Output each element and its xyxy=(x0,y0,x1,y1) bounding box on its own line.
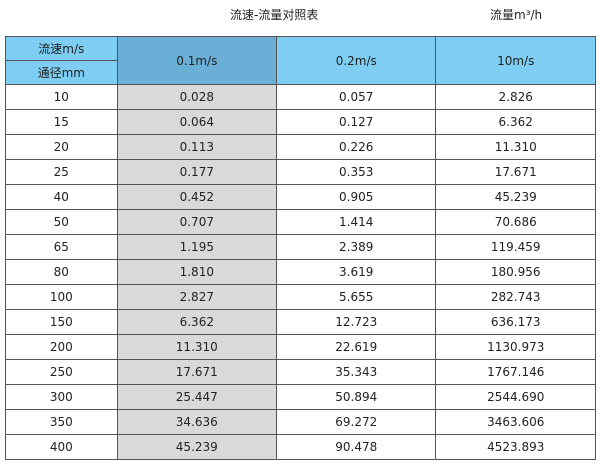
flow-cell: 17.671 xyxy=(435,159,596,185)
flow-cell: 11.310 xyxy=(116,334,278,360)
diameter-cell: 20 xyxy=(5,134,118,160)
flow-cell: 90.478 xyxy=(276,434,437,460)
diameter-cell: 200 xyxy=(5,334,118,360)
diameter-header: 通径mm xyxy=(5,60,118,85)
flow-cell: 11.310 xyxy=(435,134,596,160)
flow-cell: 17.671 xyxy=(116,359,278,385)
flow-cell: 1767.146 xyxy=(435,359,596,385)
flow-cell: 282.743 xyxy=(435,284,596,310)
column-header: 0.2m/s xyxy=(276,36,437,85)
column-header: 0.1m/s xyxy=(116,36,278,85)
table-row: 300 25.447 50.894 2544.690 xyxy=(5,384,596,410)
diameter-cell: 25 xyxy=(5,159,118,185)
flow-cell: 4523.893 xyxy=(435,434,596,460)
table-row: 100 2.827 5.655 282.743 xyxy=(5,284,596,310)
table-row: 400 45.239 90.478 4523.893 xyxy=(5,434,596,460)
flow-cell: 180.956 xyxy=(435,259,596,285)
table-row: 150 6.362 12.723 636.173 xyxy=(5,309,596,335)
flow-cell: 119.459 xyxy=(435,234,596,260)
flow-cell: 22.619 xyxy=(276,334,437,360)
flow-cell: 3.619 xyxy=(276,259,437,285)
column-header: 10m/s xyxy=(435,36,596,85)
flow-cell: 0.707 xyxy=(116,209,278,235)
table-row: 50 0.707 1.414 70.686 xyxy=(5,209,596,235)
diameter-cell: 100 xyxy=(5,284,118,310)
flow-cell: 12.723 xyxy=(276,309,437,335)
table-title: 流速-流量对照表 xyxy=(230,8,319,22)
flow-cell: 0.177 xyxy=(116,159,278,185)
flow-cell: 25.447 xyxy=(116,384,278,410)
flow-cell: 2544.690 xyxy=(435,384,596,410)
flow-cell: 1130.973 xyxy=(435,334,596,360)
table-row: 250 17.671 35.343 1767.146 xyxy=(5,359,596,385)
flow-cell: 5.655 xyxy=(276,284,437,310)
table-row: 65 1.195 2.389 119.459 xyxy=(5,234,596,260)
flow-cell: 1.414 xyxy=(276,209,437,235)
diameter-cell: 80 xyxy=(5,259,118,285)
flow-cell: 0.353 xyxy=(276,159,437,185)
flow-cell: 45.239 xyxy=(435,184,596,210)
diameter-cell: 65 xyxy=(5,234,118,260)
table-row: 350 34.636 69.272 3463.606 xyxy=(5,409,596,435)
table-row: 20 0.113 0.226 11.310 xyxy=(5,134,596,160)
flow-cell: 50.894 xyxy=(276,384,437,410)
flow-cell: 0.127 xyxy=(276,109,437,135)
flow-cell: 2.827 xyxy=(116,284,278,310)
flow-cell: 45.239 xyxy=(116,434,278,460)
flow-cell: 0.226 xyxy=(276,134,437,160)
flow-cell: 2.826 xyxy=(435,84,596,110)
flow-cell: 1.195 xyxy=(116,234,278,260)
flow-cell: 0.064 xyxy=(116,109,278,135)
diameter-cell: 400 xyxy=(5,434,118,460)
flow-table: 流速m/s 0.1m/s 0.2m/s 10m/s 通径mm 10 0.028 0.… xyxy=(5,36,596,460)
flow-cell: 0.113 xyxy=(116,134,278,160)
flow-cell: 70.686 xyxy=(435,209,596,235)
velocity-header: 流速m/s xyxy=(5,36,118,61)
flow-cell: 3463.606 xyxy=(435,409,596,435)
table-row: 200 11.310 22.619 1130.973 xyxy=(5,334,596,360)
table-row: 80 1.810 3.619 180.956 xyxy=(5,259,596,285)
table-row: 25 0.177 0.353 17.671 xyxy=(5,159,596,185)
flow-cell: 0.028 xyxy=(116,84,278,110)
diameter-cell: 250 xyxy=(5,359,118,385)
unit-label: 流量m³/h xyxy=(490,8,543,22)
table-row: 40 0.452 0.905 45.239 xyxy=(5,184,596,210)
flow-cell: 2.389 xyxy=(276,234,437,260)
diameter-cell: 50 xyxy=(5,209,118,235)
diameter-cell: 300 xyxy=(5,384,118,410)
flow-cell: 69.272 xyxy=(276,409,437,435)
table-row: 10 0.028 0.057 2.826 xyxy=(5,84,596,110)
flow-cell: 1.810 xyxy=(116,259,278,285)
diameter-cell: 350 xyxy=(5,409,118,435)
flow-cell: 0.452 xyxy=(116,184,278,210)
flow-cell: 0.905 xyxy=(276,184,437,210)
flow-cell: 6.362 xyxy=(435,109,596,135)
diameter-cell: 10 xyxy=(5,84,118,110)
flow-cell: 6.362 xyxy=(116,309,278,335)
flow-cell: 0.057 xyxy=(276,84,437,110)
flow-cell: 34.636 xyxy=(116,409,278,435)
flow-cell: 636.173 xyxy=(435,309,596,335)
flow-cell: 35.343 xyxy=(276,359,437,385)
diameter-cell: 40 xyxy=(5,184,118,210)
table-row: 15 0.064 0.127 6.362 xyxy=(5,109,596,135)
diameter-cell: 150 xyxy=(5,309,118,335)
diameter-cell: 15 xyxy=(5,109,118,135)
